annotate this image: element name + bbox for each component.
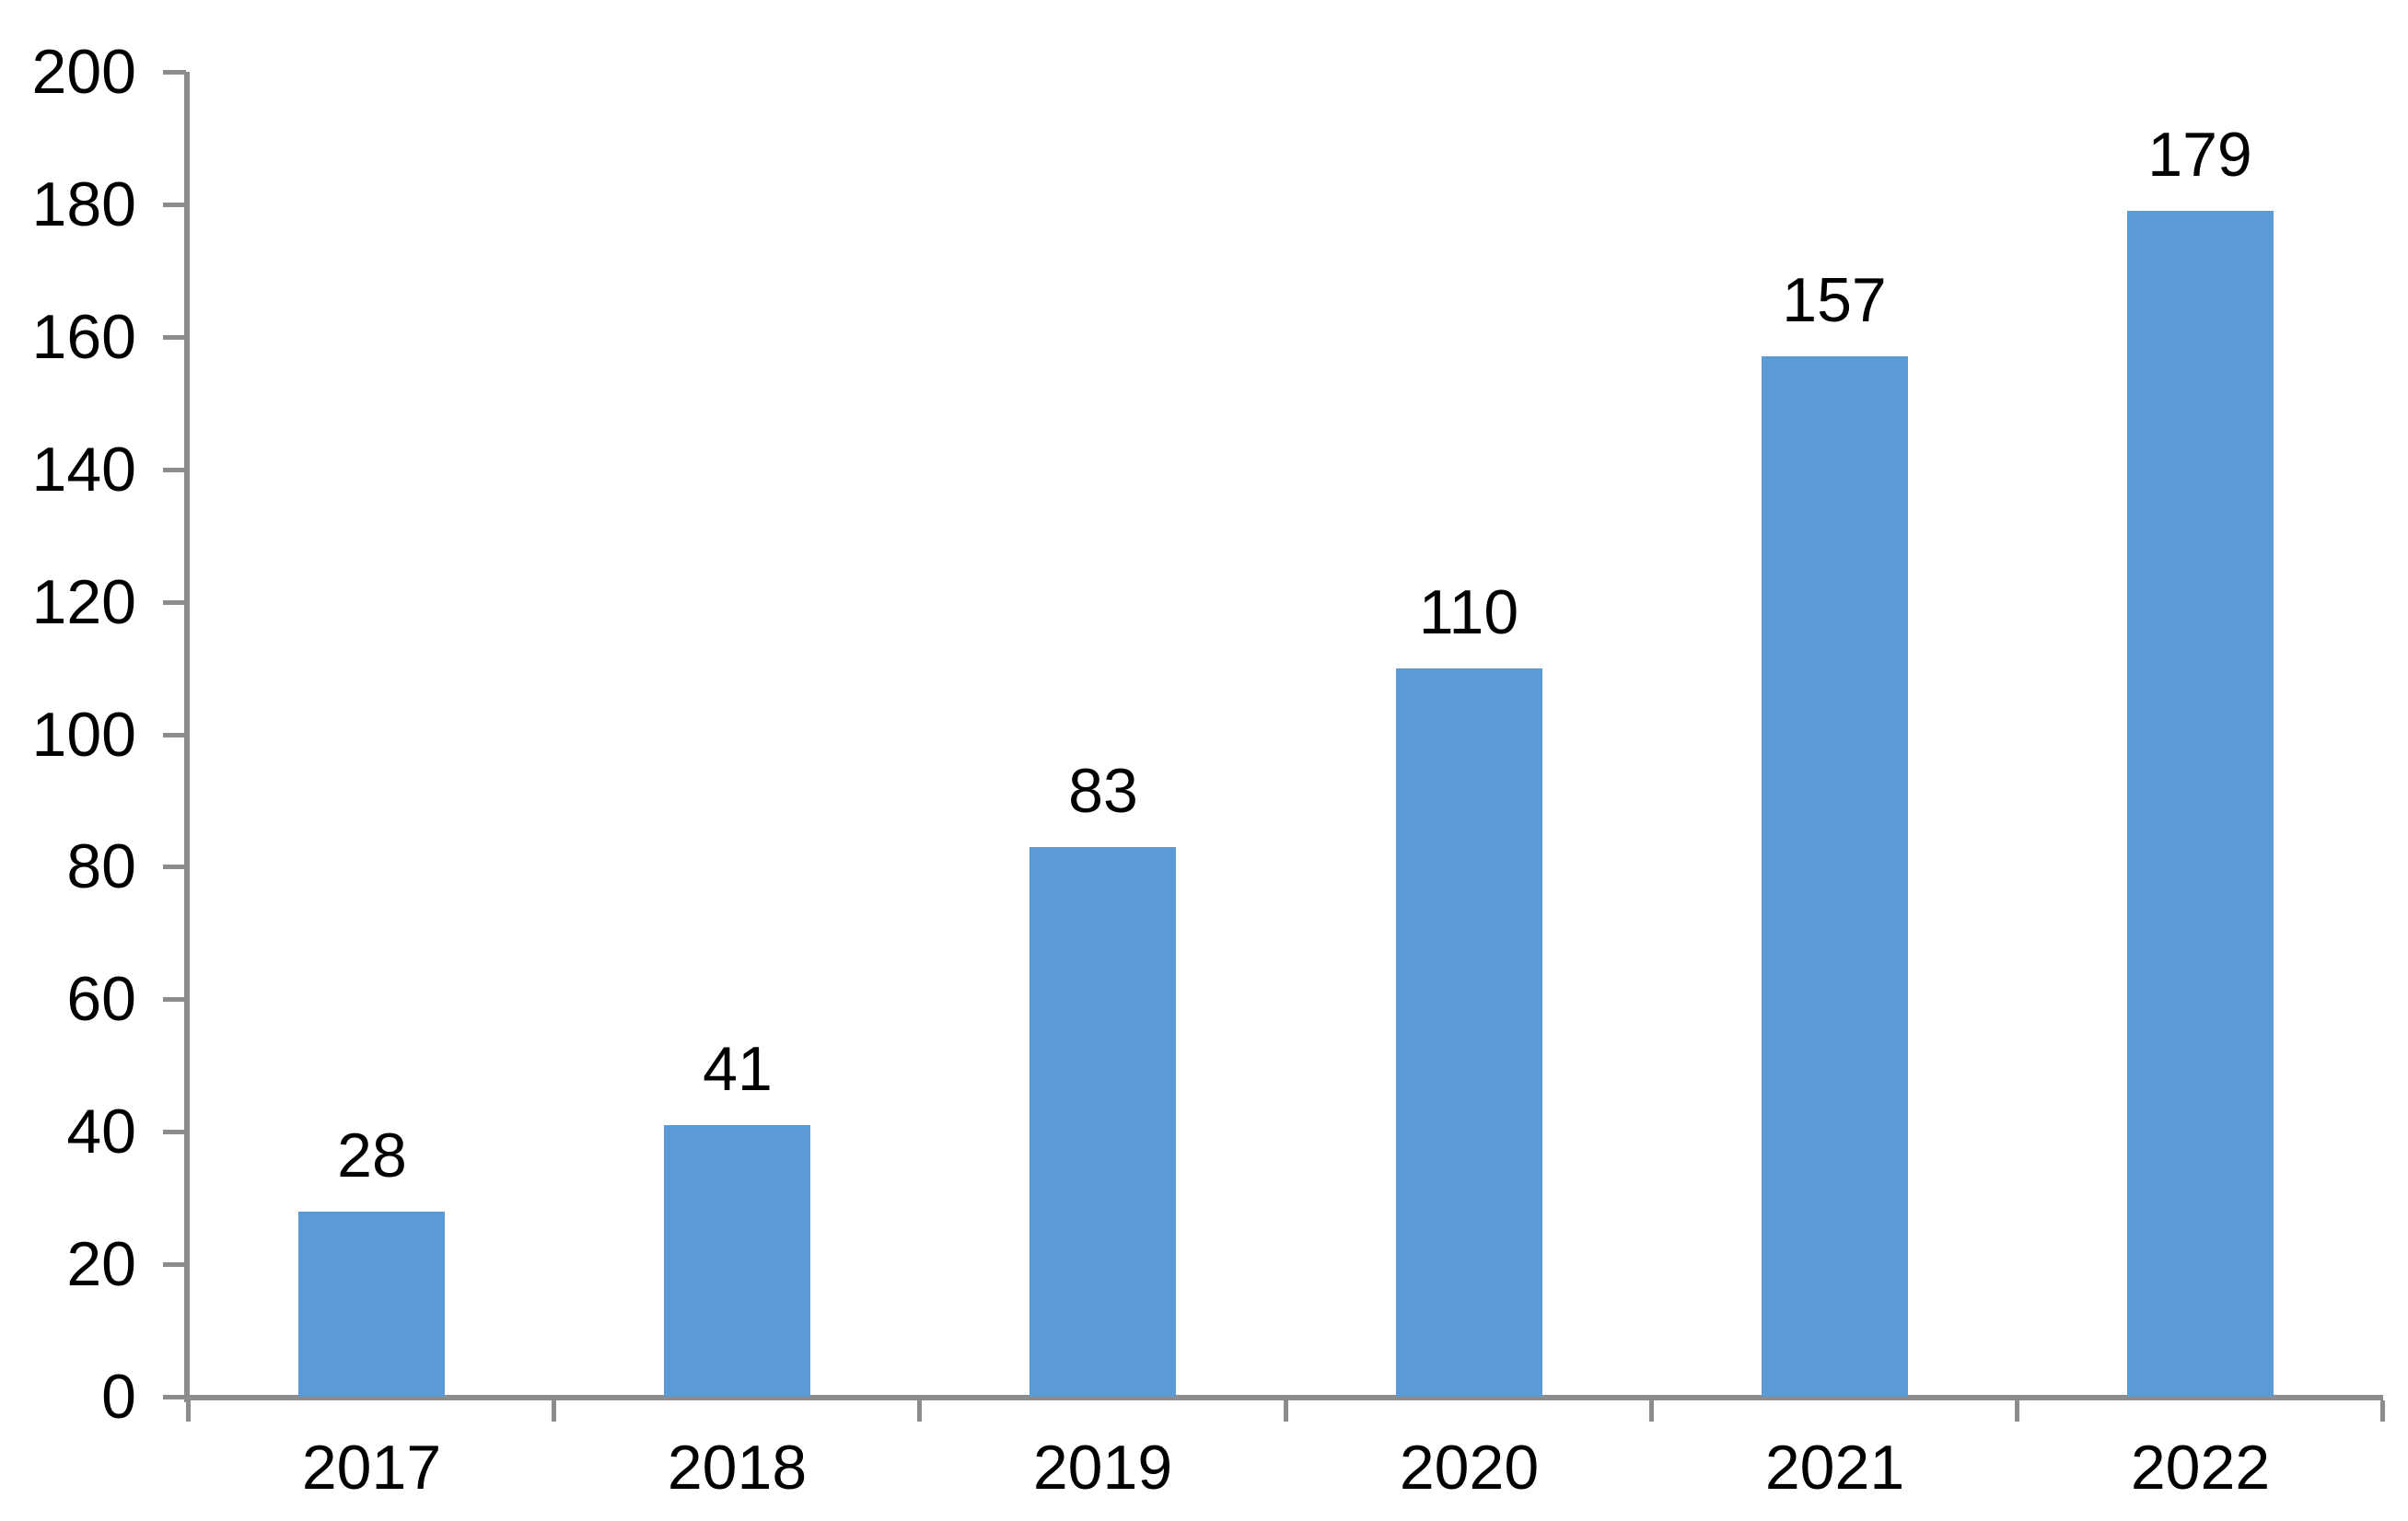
bar-2021	[1762, 356, 1908, 1397]
y-tick-label: 100	[31, 700, 136, 770]
x-tick-label-2022: 2022	[2130, 1433, 2271, 1503]
y-tick-label: 160	[31, 302, 136, 372]
bar-2020	[1396, 668, 1542, 1397]
bar-2019	[1030, 847, 1176, 1397]
data-label-2017: 28	[337, 1120, 407, 1190]
x-tick-mark	[1284, 1400, 1288, 1422]
x-tick-mark	[186, 1400, 191, 1422]
x-tick-mark	[2015, 1400, 2019, 1422]
x-tick-mark	[917, 1400, 922, 1422]
x-tick-label-2021: 2021	[1764, 1433, 1905, 1503]
y-tick-mark	[163, 1395, 186, 1399]
x-tick-mark	[2380, 1400, 2385, 1422]
x-tick-label-2018: 2018	[667, 1433, 808, 1503]
data-label-2022: 179	[2147, 120, 2252, 190]
y-tick-label: 140	[31, 435, 136, 505]
bar-2018	[664, 1125, 810, 1397]
bar-2022	[2127, 211, 2274, 1397]
x-tick-mark	[552, 1400, 556, 1422]
y-tick-label: 120	[31, 567, 136, 637]
y-tick-label: 0	[101, 1362, 136, 1432]
x-tick-mark	[1649, 1400, 1654, 1422]
y-tick-mark	[163, 733, 186, 737]
y-tick-mark	[163, 468, 186, 472]
y-tick-mark	[163, 1262, 186, 1267]
x-tick-label-2017: 2017	[301, 1433, 442, 1503]
y-tick-label: 180	[31, 169, 136, 239]
data-label-2021: 157	[1782, 265, 1887, 335]
x-tick-label-2019: 2019	[1032, 1433, 1173, 1503]
y-tick-mark	[163, 203, 186, 207]
y-tick-label: 60	[66, 964, 136, 1034]
y-axis-line	[184, 72, 190, 1402]
y-tick-label: 80	[66, 831, 136, 901]
y-tick-mark	[163, 70, 186, 75]
bar-2017	[298, 1212, 445, 1397]
y-tick-mark	[163, 600, 186, 605]
y-tick-mark	[163, 865, 186, 869]
data-label-2018: 41	[703, 1034, 773, 1104]
y-tick-mark	[163, 1130, 186, 1134]
data-label-2020: 110	[1418, 577, 1519, 647]
y-tick-mark	[163, 997, 186, 1002]
y-tick-label: 20	[66, 1229, 136, 1299]
y-tick-label: 200	[31, 37, 136, 107]
y-tick-mark	[163, 335, 186, 340]
x-axis-line	[184, 1395, 2383, 1400]
data-label-2019: 83	[1068, 756, 1138, 826]
y-tick-label: 40	[66, 1097, 136, 1167]
x-tick-label-2020: 2020	[1399, 1433, 1540, 1503]
